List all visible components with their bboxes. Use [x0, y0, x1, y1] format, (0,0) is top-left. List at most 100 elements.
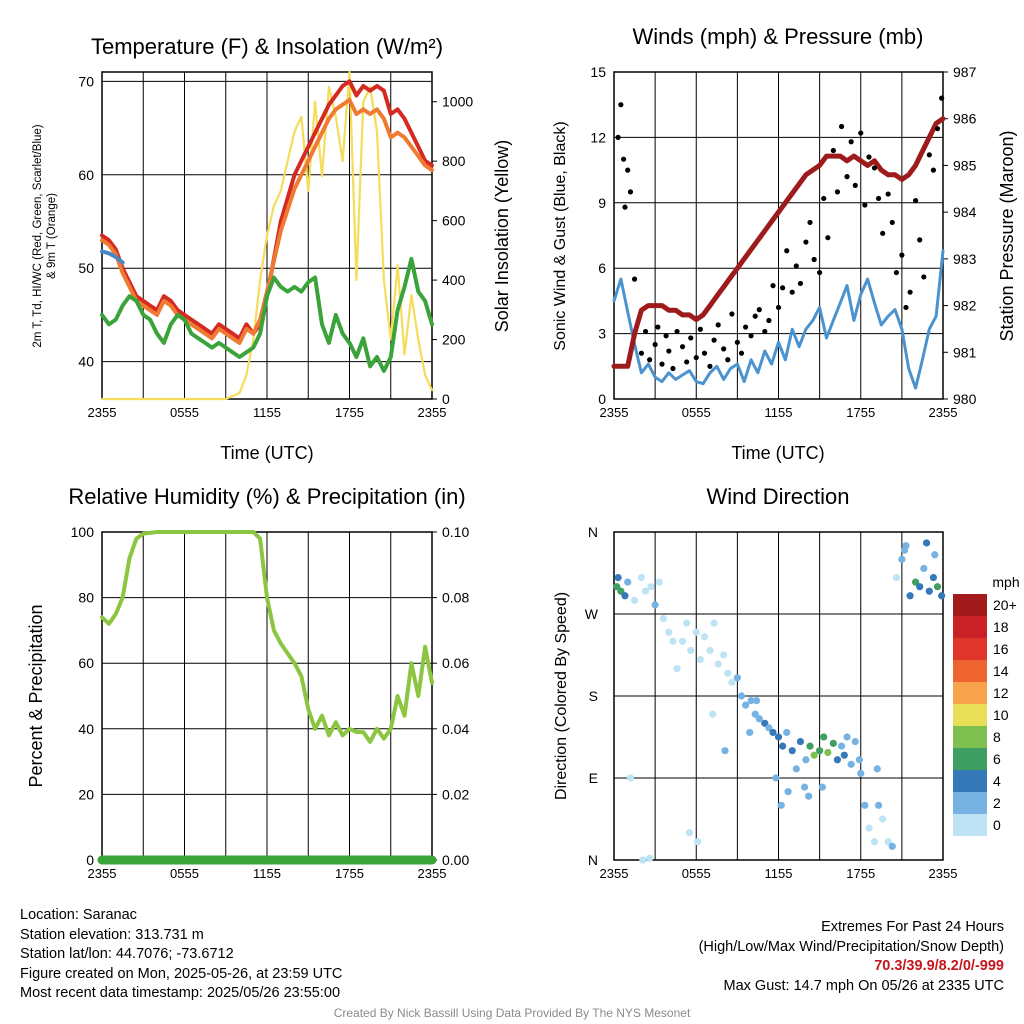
- y-tick-label: 60: [78, 655, 94, 671]
- colorbar-swatch: [953, 594, 987, 616]
- direction-point: [700, 633, 709, 641]
- gust-point: [926, 152, 932, 158]
- direction-point: [843, 733, 851, 741]
- direction-point: [898, 555, 906, 563]
- y2-tick-label: 0.06: [442, 655, 469, 671]
- y-tick-label: 12: [590, 129, 606, 145]
- y-tick-label: 100: [71, 524, 95, 540]
- gust-point: [893, 269, 899, 276]
- direction-point: [746, 728, 754, 737]
- colorbar-label: 0: [993, 817, 1001, 833]
- y-tick-label: W: [585, 606, 599, 622]
- direction-point: [779, 742, 787, 750]
- direction-point: [820, 733, 828, 741]
- gust-point: [721, 346, 727, 352]
- gust-point: [852, 182, 858, 188]
- extremes-box: Extremes For Past 24 Hours (High/Low/Max…: [699, 918, 1004, 996]
- station-location: Location: Saranac: [20, 907, 137, 923]
- station-info: Location: Saranac Station elevation: 313…: [20, 906, 342, 1004]
- direction-point: [840, 751, 848, 759]
- figure-created: Figure created on Mon, 2025-05-26, at 23…: [20, 965, 343, 982]
- direction-point: [655, 578, 663, 586]
- gust-point: [707, 363, 713, 369]
- y-tick-label: 40: [78, 721, 94, 737]
- gust-point: [934, 126, 941, 132]
- series-line-scarlet-blue: [100, 249, 125, 265]
- gust-point: [620, 156, 627, 162]
- series-line-blue: [612, 249, 945, 390]
- gust-point: [631, 276, 638, 282]
- gust-point: [679, 344, 686, 350]
- gust-point: [684, 359, 690, 365]
- y2-tick-label: 0.02: [442, 786, 469, 802]
- direction-point: [696, 655, 704, 664]
- temperature-ylabel-left-2: & 9m T (Orange): [46, 193, 58, 279]
- direction-point: [906, 592, 914, 600]
- direction-point: [678, 637, 687, 645]
- direction-point: [665, 628, 673, 636]
- direction-point: [626, 774, 635, 782]
- gust-point: [638, 350, 645, 356]
- gust-point: [756, 307, 762, 313]
- direction-point: [714, 660, 722, 668]
- wind-ylabel-right: Station Pressure (Maroon): [997, 130, 1017, 341]
- direction-point: [788, 747, 796, 755]
- direction-point: [851, 737, 859, 746]
- y-tick-label: 6: [598, 260, 606, 276]
- gust-point: [670, 365, 676, 372]
- direction-point: [933, 583, 942, 591]
- x-tick-label: 1755: [335, 866, 364, 881]
- gust-point: [743, 324, 749, 330]
- gust-point: [862, 202, 868, 208]
- y2-tick-label: 0.10: [442, 524, 469, 540]
- direction-point: [892, 573, 900, 582]
- direction-point: [816, 747, 824, 755]
- direction-point: [694, 838, 702, 846]
- gust-point: [711, 337, 717, 343]
- direction-point: [806, 742, 814, 750]
- gust-point: [858, 130, 864, 136]
- colorbar-label: 14: [993, 663, 1009, 679]
- gust-point: [903, 304, 909, 311]
- temperature-xlabel: Time (UTC): [220, 443, 313, 463]
- gust-point: [775, 304, 782, 311]
- gust-point: [838, 123, 845, 130]
- gust-point: [848, 139, 854, 145]
- direction-point: [673, 665, 681, 673]
- max-gust: Max Gust: 14.7 mph On 05/26 at 2335 UTC: [723, 977, 1004, 994]
- colorbar-swatch: [953, 726, 987, 748]
- x-tick-label: 2355: [418, 866, 447, 881]
- gust-point: [701, 350, 708, 356]
- direction-point: [641, 587, 650, 595]
- gust-point: [748, 333, 754, 339]
- gust-point: [663, 333, 669, 339]
- direction-point: [685, 829, 693, 837]
- direction-point: [796, 737, 805, 746]
- colorbar-title: mph: [992, 574, 1019, 590]
- gust-point: [725, 357, 731, 363]
- x-tick-label: 1155: [253, 866, 281, 881]
- gust-point: [807, 219, 813, 226]
- direction-point: [929, 573, 938, 582]
- colorbar-label: 18: [993, 619, 1009, 635]
- y2-tick-label: 983: [953, 251, 977, 267]
- colorbar-swatch: [953, 660, 987, 682]
- x-tick-label: 2355: [929, 866, 958, 881]
- station-latlon: Station lat/lon: 44.7076; -73.6712: [20, 946, 234, 962]
- gust-point: [907, 289, 913, 295]
- direction-point: [720, 651, 728, 659]
- x-tick-label: 1755: [846, 866, 875, 881]
- direction-point: [879, 815, 887, 823]
- colorbar: 20+ 18 16 14 12 10 8 6 4 2 0: [953, 594, 1017, 836]
- gust-point: [844, 174, 850, 180]
- y2-tick-label: 200: [442, 332, 466, 348]
- colorbar-swatch: [953, 792, 987, 814]
- gust-point: [885, 191, 891, 197]
- direction-point: [783, 728, 791, 737]
- direction-point: [861, 801, 869, 809]
- y2-tick-label: 985: [953, 157, 977, 173]
- gust-point: [625, 167, 631, 173]
- y2-tick-label: 984: [953, 204, 977, 220]
- gust-point: [647, 357, 653, 363]
- direction-point: [857, 769, 865, 778]
